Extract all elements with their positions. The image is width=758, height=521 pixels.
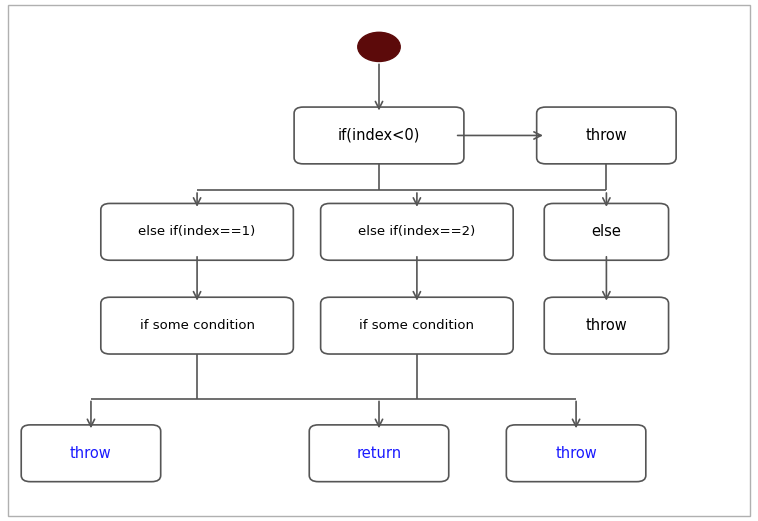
- Text: return: return: [356, 446, 402, 461]
- Text: if some condition: if some condition: [139, 319, 255, 332]
- FancyBboxPatch shape: [321, 297, 513, 354]
- Text: throw: throw: [585, 318, 628, 333]
- Text: if some condition: if some condition: [359, 319, 475, 332]
- FancyBboxPatch shape: [321, 203, 513, 260]
- Text: else: else: [591, 225, 622, 239]
- FancyBboxPatch shape: [101, 203, 293, 260]
- Text: throw: throw: [555, 446, 597, 461]
- Text: else if(index==2): else if(index==2): [359, 226, 475, 238]
- Text: throw: throw: [585, 128, 628, 143]
- FancyBboxPatch shape: [537, 107, 676, 164]
- FancyBboxPatch shape: [294, 107, 464, 164]
- Text: if(index<0): if(index<0): [338, 128, 420, 143]
- FancyBboxPatch shape: [21, 425, 161, 481]
- Text: throw: throw: [70, 446, 112, 461]
- FancyBboxPatch shape: [544, 297, 669, 354]
- FancyBboxPatch shape: [544, 203, 669, 260]
- Circle shape: [358, 32, 400, 61]
- Text: else if(index==1): else if(index==1): [139, 226, 255, 238]
- FancyBboxPatch shape: [506, 425, 646, 481]
- FancyBboxPatch shape: [101, 297, 293, 354]
- FancyBboxPatch shape: [309, 425, 449, 481]
